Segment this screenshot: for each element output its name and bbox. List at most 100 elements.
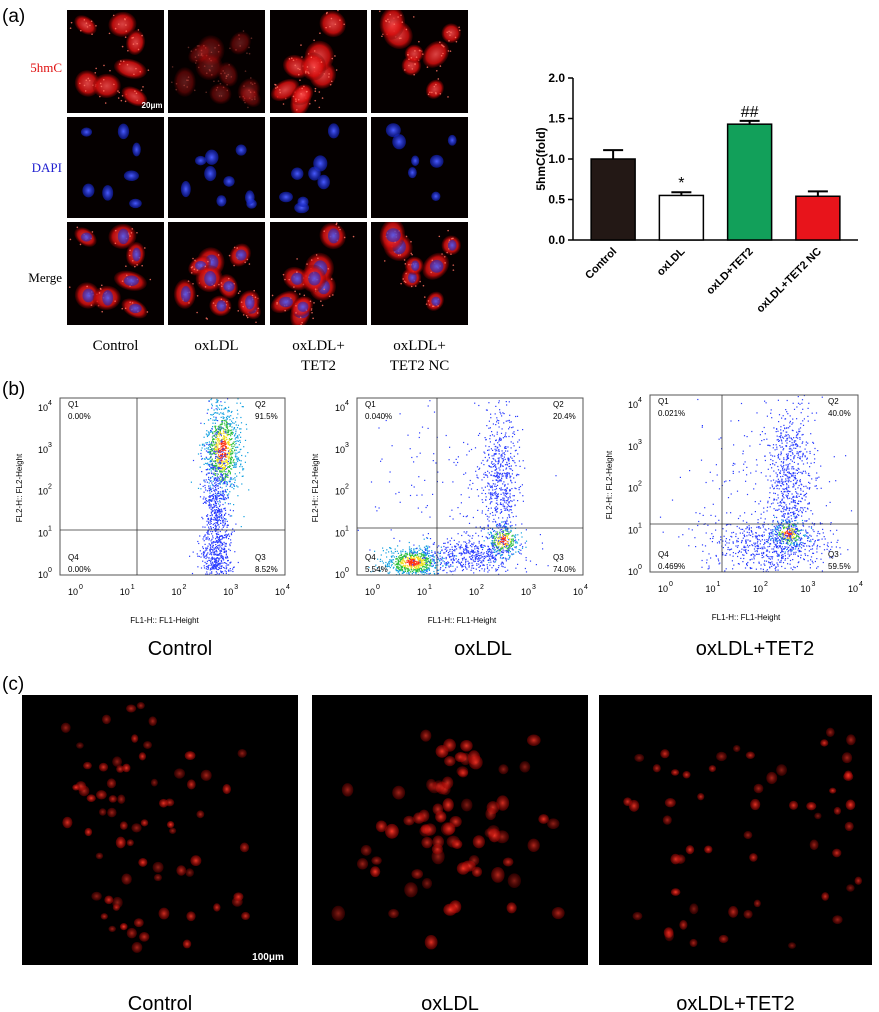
quadrant-value: 74.0% — [553, 565, 576, 574]
speckle — [217, 44, 220, 47]
event-dot — [224, 444, 226, 446]
event-dot — [486, 460, 488, 462]
micrograph — [67, 117, 164, 218]
event-dot — [413, 461, 415, 463]
event-dot — [201, 447, 203, 449]
event-dot — [515, 547, 517, 549]
event-dot — [406, 564, 408, 566]
event-dot — [227, 434, 229, 436]
event-dot — [437, 564, 439, 566]
event-dot — [205, 548, 207, 550]
event-dot — [431, 555, 433, 557]
event-dot — [213, 548, 215, 550]
event-dot — [482, 501, 484, 503]
event-dot — [496, 468, 498, 470]
event-dot — [214, 441, 216, 443]
event-dot — [214, 559, 216, 561]
event-dot — [216, 496, 218, 498]
event-dot — [214, 490, 216, 492]
event-dot — [513, 535, 515, 537]
speckle — [193, 268, 196, 271]
event-dot — [212, 542, 214, 544]
speckle — [204, 265, 207, 268]
event-dot — [385, 561, 387, 564]
event-dot — [414, 572, 417, 574]
event-dot — [212, 422, 214, 424]
event-dot — [224, 454, 226, 456]
event-dot — [192, 459, 195, 462]
event-dot — [227, 495, 229, 497]
event-dot — [452, 561, 454, 563]
event-dot — [381, 458, 383, 460]
event-dot — [231, 447, 233, 449]
event-dot — [505, 467, 508, 469]
event-dot — [429, 546, 431, 548]
event-dot — [208, 434, 210, 436]
nucleus — [80, 232, 93, 242]
event-dot — [457, 560, 459, 562]
event-dot — [209, 492, 211, 494]
event-dot — [207, 462, 209, 464]
event-dot — [416, 570, 418, 572]
event-dot — [216, 438, 219, 440]
event-dot — [411, 555, 413, 558]
event-dot — [495, 531, 497, 533]
event-dot — [445, 550, 447, 552]
event-dot — [450, 571, 452, 573]
speckle — [327, 267, 330, 270]
event-dot — [220, 442, 222, 444]
event-dot — [210, 499, 212, 502]
event-dot — [484, 471, 486, 474]
event-dot — [218, 425, 220, 427]
event-dot — [401, 556, 403, 558]
event-dot — [454, 548, 456, 551]
event-dot — [213, 478, 215, 481]
x-tick-exponent: 1 — [428, 584, 432, 591]
speckle — [214, 304, 217, 307]
event-dot — [511, 457, 513, 459]
event-dot — [418, 567, 420, 569]
event-dot — [501, 428, 503, 430]
event-dot — [215, 477, 217, 479]
event-dot — [509, 421, 511, 423]
speckle — [242, 305, 244, 308]
event-dot — [489, 427, 491, 429]
event-dot — [200, 556, 202, 558]
event-dot — [211, 572, 213, 574]
event-dot — [223, 498, 225, 500]
event-dot — [210, 467, 212, 469]
event-dot — [476, 552, 478, 554]
speckle — [330, 17, 333, 20]
event-dot — [393, 566, 395, 568]
event-dot — [222, 526, 224, 528]
event-dot — [502, 499, 504, 501]
event-dot — [509, 497, 511, 499]
speckle — [403, 280, 406, 283]
event-dot — [227, 432, 229, 434]
event-dot — [515, 567, 517, 569]
event-dot — [211, 557, 213, 559]
event-dot — [500, 536, 502, 538]
event-dot — [206, 481, 208, 483]
event-dot — [215, 429, 217, 432]
event-dot — [211, 405, 213, 407]
event-dot — [522, 429, 524, 431]
speckle — [108, 32, 111, 35]
event-dot — [239, 459, 241, 462]
event-dot — [444, 542, 446, 544]
event-dot — [508, 462, 510, 465]
event-dot — [235, 449, 237, 451]
event-dot — [392, 559, 394, 561]
event-dot — [205, 568, 207, 570]
nucleus — [180, 180, 191, 198]
speckle — [255, 321, 257, 324]
event-dot — [412, 568, 415, 570]
event-dot — [490, 533, 492, 535]
event-dot — [212, 537, 214, 539]
speckle — [183, 84, 185, 87]
event-dot — [236, 402, 238, 404]
event-dot — [219, 563, 221, 565]
event-dot — [230, 477, 232, 479]
event-dot — [206, 533, 209, 535]
event-dot — [213, 564, 215, 566]
